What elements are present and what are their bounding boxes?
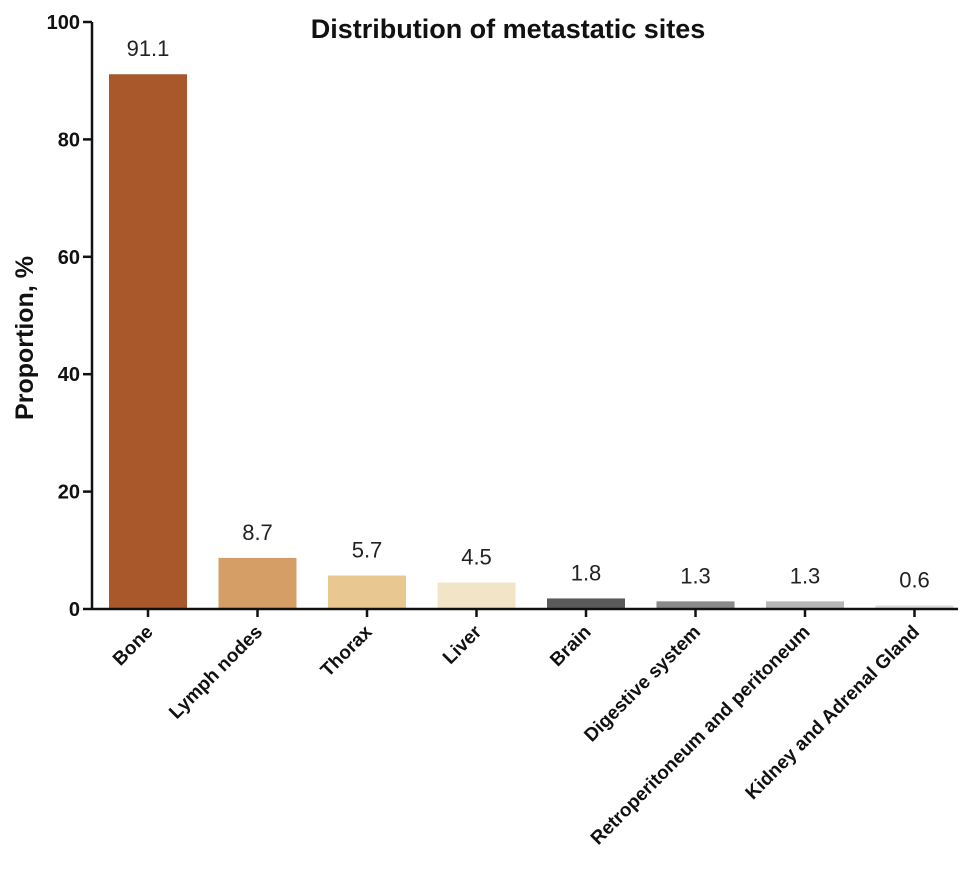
data-label: 1.3 (790, 563, 821, 588)
y-tick-label: 0 (69, 599, 80, 621)
x-tick-label: Thorax (317, 621, 377, 681)
x-tick-label: Digestive system (580, 622, 705, 747)
y-tick-label: 100 (47, 12, 80, 34)
bar-lymph-nodes (218, 557, 297, 609)
y-tick-label: 40 (58, 364, 80, 386)
y-tick-label: 20 (58, 482, 80, 504)
y-axis: 0 20 40 60 80 100 (47, 12, 94, 621)
y-tick-label: 60 (58, 247, 80, 269)
data-label: 8.7 (242, 520, 273, 545)
x-axis: Bone Lymph nodes Thorax Liver BrainDigestive… (92, 607, 958, 850)
bar-liver (437, 582, 516, 609)
x-tick-label: Brain (546, 622, 595, 671)
data-label: 91.1 (127, 36, 170, 61)
x-tick-label: Liver (439, 621, 486, 668)
bar-kidney-and-adrenal-gland (875, 605, 954, 609)
data-labels: 91.1 8.7 5.7 4.5 1.8 1.3 1.3 0.6 (127, 36, 930, 592)
y-axis-label: Proportion, % (11, 256, 39, 420)
bar-thorax (328, 575, 406, 609)
chart-title: Distribution of metastatic sites (311, 14, 706, 44)
y-tick-label: 80 (58, 129, 80, 151)
bar-bone (109, 74, 187, 610)
data-label: 4.5 (461, 545, 492, 570)
bar-digestive-system (656, 601, 735, 609)
bars (109, 74, 954, 610)
x-tick-label: Lymph nodes (165, 622, 267, 724)
data-label: 5.7 (352, 538, 383, 563)
x-tick-label: Kidney and Adrenal Gland (742, 622, 924, 804)
bar-retroperitoneum-and-peritoneum (766, 601, 844, 609)
bar-brain (547, 598, 625, 609)
data-label: 1.3 (680, 563, 711, 588)
data-label: 1.8 (571, 560, 602, 585)
x-tick-label: Retroperitoneum and peritoneum (587, 622, 815, 850)
x-tick-label: Bone (109, 622, 157, 670)
data-label: 0.6 (899, 567, 930, 592)
